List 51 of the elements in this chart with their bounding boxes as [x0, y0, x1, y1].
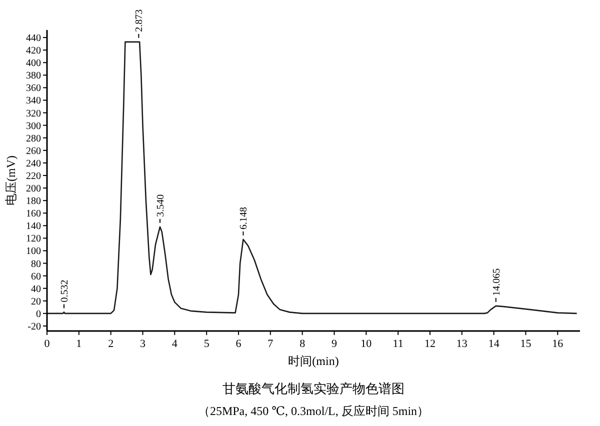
- x-tick-label: 6: [236, 338, 242, 350]
- annotation: 0.532: [59, 280, 70, 302]
- y-tick-label: 200: [26, 184, 41, 195]
- y-tick-label: 360: [26, 83, 41, 94]
- y-tick-label: -20: [28, 321, 41, 332]
- annotation: 14.065: [491, 268, 502, 296]
- y-tick-label: 160: [26, 208, 41, 220]
- text: （25MPa, 450 ℃, 0.3mol/L, 反应时间 5min）: [198, 404, 430, 418]
- annotation: 2.873: [134, 9, 146, 32]
- x-tick-label: 7: [268, 338, 274, 350]
- y-tick-label: 20: [31, 296, 41, 308]
- y-tick-label: 320: [26, 108, 41, 120]
- y-tick-label: 60: [31, 271, 41, 282]
- x-tick-label: 4: [172, 338, 178, 350]
- y-axis-title: 电压(mV): [4, 156, 18, 206]
- x-tick-label: 8: [300, 338, 306, 350]
- y-tick-label: 300: [26, 120, 41, 132]
- y-tick-label: 280: [26, 133, 41, 144]
- y-tick-label: 0: [36, 308, 41, 320]
- x-tick-label: 15: [520, 338, 532, 350]
- y-tick-label: 400: [26, 58, 41, 70]
- x-tick-label: 13: [456, 338, 468, 350]
- y-tick-label: 260: [26, 146, 41, 157]
- y-tick-label: 240: [26, 158, 41, 170]
- y-tick-label: 80: [31, 258, 41, 270]
- x-tick-label: 11: [392, 338, 404, 350]
- x-tick-label: 16: [552, 338, 564, 350]
- x-tick-label: 3: [140, 338, 146, 350]
- y-tick-label: 220: [26, 170, 41, 182]
- y-tick-label: 440: [26, 33, 41, 44]
- y-tick-label: 180: [26, 196, 41, 208]
- y-tick-label: 420: [26, 46, 41, 57]
- y-tick-label: 40: [31, 284, 41, 295]
- x-tick-label: 0: [44, 338, 50, 350]
- annotation: 6.148: [238, 206, 250, 230]
- x-tick-label: 5: [204, 338, 210, 350]
- y-tick-label: 340: [26, 96, 41, 107]
- x-tick-label: 1: [76, 338, 82, 350]
- annotation: 3.540: [155, 194, 166, 217]
- x-tick-label: 9: [331, 338, 338, 350]
- x-axis-title: 时间(min): [288, 354, 339, 368]
- x-tick-label: 2: [108, 338, 114, 350]
- y-tick-label: 140: [26, 221, 41, 232]
- x-tick-label: 14: [488, 338, 500, 350]
- text: 甘氨酸气化制氢实验产物色谱图: [222, 382, 404, 397]
- y-tick-label: 100: [26, 246, 41, 258]
- y-tick-label: 380: [26, 70, 41, 82]
- line-series: [46, 41, 578, 314]
- x-tick-label: 12: [424, 338, 436, 350]
- x-tick-label: 10: [360, 338, 372, 350]
- y-tick-label: 120: [26, 234, 41, 245]
